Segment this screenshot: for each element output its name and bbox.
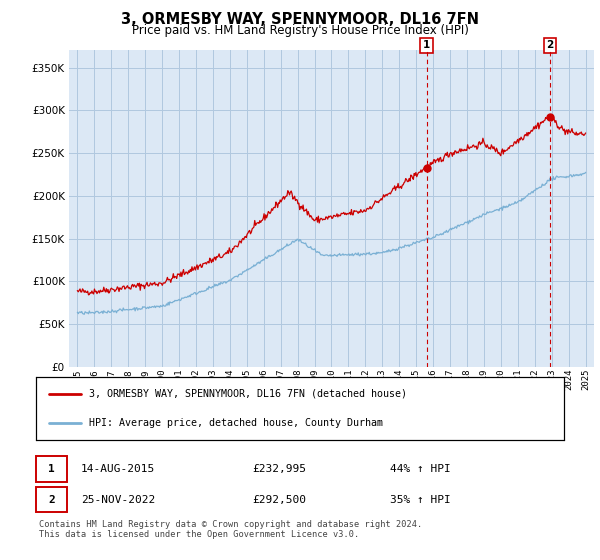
- Text: £292,500: £292,500: [252, 494, 306, 505]
- Text: 25-NOV-2022: 25-NOV-2022: [81, 494, 155, 505]
- Text: 14-AUG-2015: 14-AUG-2015: [81, 464, 155, 474]
- Text: 2: 2: [48, 494, 55, 505]
- Text: HPI: Average price, detached house, County Durham: HPI: Average price, detached house, Coun…: [89, 418, 383, 428]
- Text: Price paid vs. HM Land Registry's House Price Index (HPI): Price paid vs. HM Land Registry's House …: [131, 24, 469, 36]
- Text: 1: 1: [423, 40, 430, 50]
- Text: £232,995: £232,995: [252, 464, 306, 474]
- Text: 35% ↑ HPI: 35% ↑ HPI: [390, 494, 451, 505]
- Text: Contains HM Land Registry data © Crown copyright and database right 2024.
This d: Contains HM Land Registry data © Crown c…: [39, 520, 422, 539]
- Text: 2: 2: [547, 40, 554, 50]
- Text: 1: 1: [48, 464, 55, 474]
- Text: 3, ORMESBY WAY, SPENNYMOOR, DL16 7FN (detached house): 3, ORMESBY WAY, SPENNYMOOR, DL16 7FN (de…: [89, 389, 407, 399]
- Text: 3, ORMESBY WAY, SPENNYMOOR, DL16 7FN: 3, ORMESBY WAY, SPENNYMOOR, DL16 7FN: [121, 12, 479, 27]
- Text: 44% ↑ HPI: 44% ↑ HPI: [390, 464, 451, 474]
